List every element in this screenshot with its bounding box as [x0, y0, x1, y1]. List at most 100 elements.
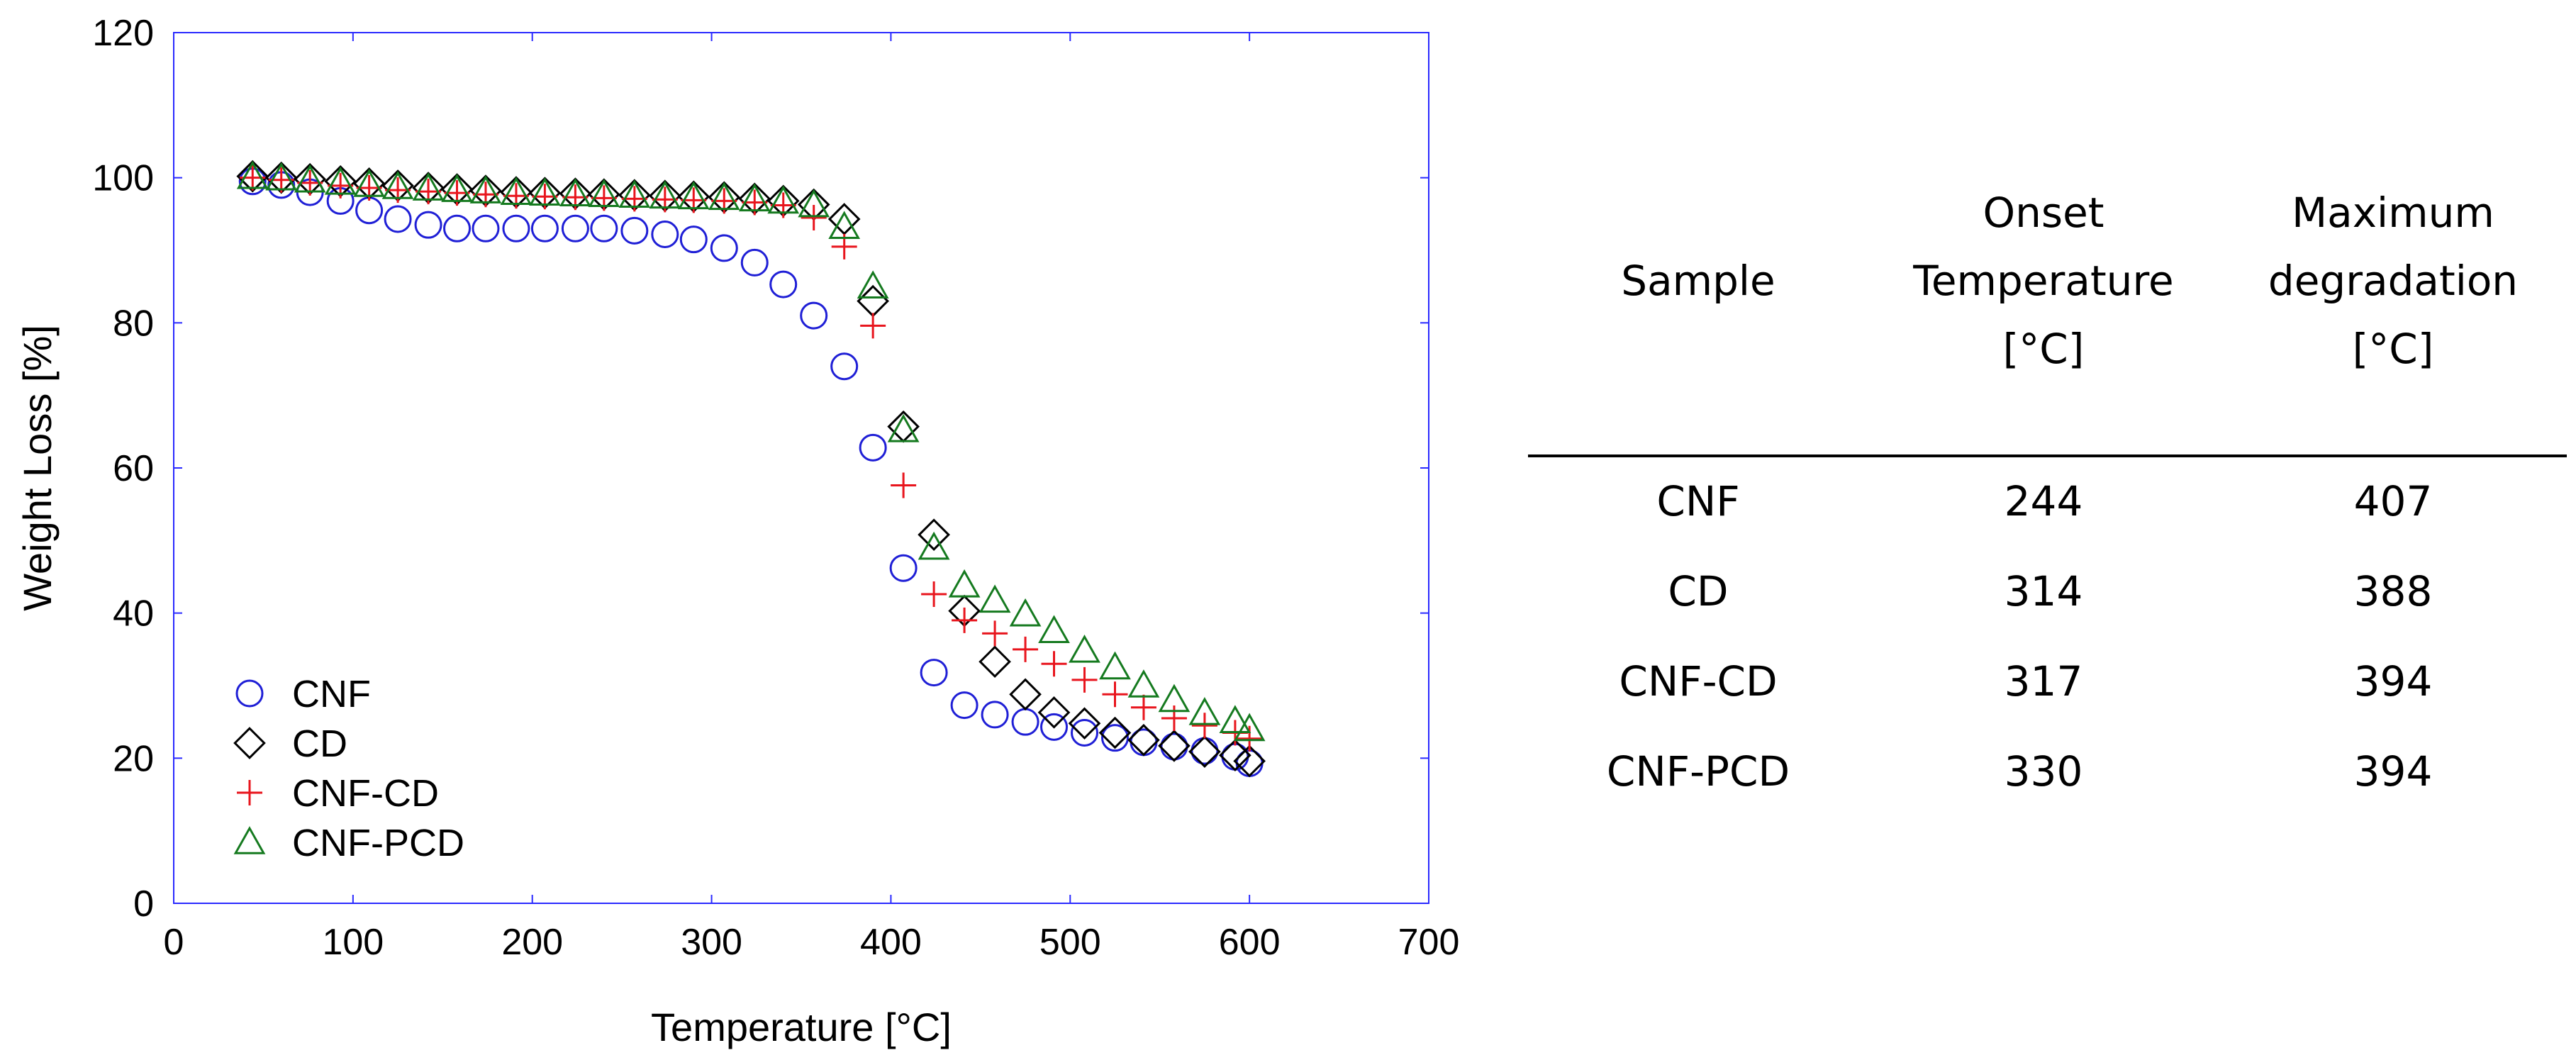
x-tick-label: 600 — [1219, 922, 1281, 963]
x-tick-label: 500 — [1039, 922, 1101, 963]
table-cell: 407 — [2354, 477, 2433, 525]
data-point-cnf — [414, 211, 442, 239]
data-point-cnf — [472, 214, 500, 242]
data-point-cnf — [1191, 737, 1219, 765]
legend: CNF CD CNF-CD CNF-PCD — [233, 673, 464, 864]
data-point-cnf-cd — [921, 581, 947, 608]
table-cell: CNF — [1656, 477, 1739, 525]
data-point-cnf — [889, 554, 918, 582]
data-point-cnf — [443, 214, 472, 242]
data-point-cd — [1233, 744, 1266, 778]
data-point-cnf-pcd — [559, 178, 591, 207]
data-point-cnf-pcd — [1219, 705, 1251, 733]
data-point-cnf — [1040, 713, 1069, 741]
data-point-cnf-pcd — [469, 175, 502, 203]
data-point-cnf — [859, 433, 887, 462]
table-header-cell: Maximum — [2292, 189, 2494, 237]
table-cell: 244 — [2005, 477, 2083, 525]
data-point-cnf-pcd — [708, 182, 740, 211]
data-point-cnf-pcd — [767, 185, 800, 214]
data-point-cnf — [950, 691, 978, 720]
table-header-cell: [°C] — [2003, 325, 2085, 373]
table-cell: 388 — [2354, 567, 2433, 615]
data-point-cd — [236, 160, 269, 193]
series-cnf — [238, 167, 1264, 777]
data-point-cnf-pcd — [1158, 684, 1191, 713]
data-point-cnf-pcd — [1188, 697, 1221, 725]
data-point-cnf-pcd — [236, 160, 269, 189]
data-point-cnf — [355, 196, 384, 225]
data-point-cnf-cd — [1041, 651, 1067, 677]
x-tick-label: 400 — [860, 922, 922, 963]
data-point-cnf — [981, 701, 1009, 729]
data-point-cd — [1127, 723, 1160, 757]
series-cnf-pcd — [236, 160, 1266, 742]
data-point-cnf-pcd — [618, 179, 651, 208]
y-tick-label: 80 — [113, 303, 154, 344]
data-point-cnf-pcd — [1009, 598, 1042, 627]
data-point-cnf-pcd — [677, 181, 710, 210]
y-tick-label: 100 — [92, 158, 154, 199]
table-header-cell: degradation — [2268, 257, 2518, 305]
y-tick-label: 20 — [113, 738, 154, 779]
data-point-cnf-cd — [1013, 636, 1039, 662]
data-point-cnf-cd — [1191, 713, 1217, 739]
data-point-cnf-pcd — [441, 174, 473, 202]
data-point-cnf — [561, 214, 589, 242]
data-point-cnf — [769, 270, 798, 299]
data-point-cnf-pcd — [738, 183, 771, 212]
data-point-cnf — [830, 352, 859, 381]
data-point-cnf — [1071, 719, 1099, 747]
table-cell: CNF-CD — [1619, 657, 1777, 705]
data-point-cnf-cd — [801, 204, 827, 230]
data-point-cnf-pcd — [649, 180, 681, 209]
data-point-cnf-cd — [1161, 705, 1187, 732]
data-point-cnf — [710, 234, 738, 262]
data-point-cnf-cd — [952, 607, 978, 633]
legend-marker-cnf-pcd — [233, 826, 266, 854]
x-tick-label: 0 — [164, 922, 184, 963]
data-point-cnf-pcd — [500, 177, 533, 205]
plot: 0 100 200 300 400 500 600 700 0 20 40 60 80 100 120 Tem… — [15, 13, 1459, 1049]
data-point-cnf-pcd — [1099, 651, 1131, 680]
legend-label-cnf-cd: CNF-CD — [292, 772, 439, 815]
data-point-cnf — [502, 214, 530, 242]
data-point-cnf-pcd — [381, 171, 414, 199]
table-header-cell: Sample — [1621, 257, 1775, 305]
data-point-cnf — [1221, 742, 1249, 771]
data-point-cd — [1158, 730, 1191, 762]
data-point-cnf — [1101, 724, 1129, 752]
data-point-cd — [1098, 716, 1132, 749]
table-cell: 317 — [2005, 657, 2083, 705]
x-axis-label: Temperature [°C] — [651, 1005, 952, 1049]
data-point-cnf — [740, 248, 769, 277]
x-tick-label: 700 — [1398, 922, 1460, 963]
data-point-cnf-pcd — [588, 179, 620, 208]
table-cell: 330 — [2005, 747, 2083, 796]
data-point-cd — [827, 203, 861, 235]
table-header-cell: Temperature — [1912, 257, 2173, 305]
table-header-cell: Onset — [1983, 189, 2104, 237]
data-point-cnf — [1011, 708, 1039, 736]
x-tick-label: 200 — [501, 922, 563, 963]
legend-label-cnf-pcd: CNF-PCD — [292, 822, 464, 864]
data-point-cnf-cd — [860, 313, 886, 339]
data-point-cnf-pcd — [948, 569, 981, 598]
table-cell: 314 — [2005, 567, 2083, 615]
legend-marker-cnf — [235, 679, 264, 708]
y-axis-label: Weight Loss [%] — [15, 325, 60, 611]
y-tick-label: 0 — [133, 883, 154, 925]
data-point-cnf-cd — [1130, 694, 1156, 720]
data-point-cd — [1188, 735, 1221, 768]
data-point-cnf-pcd — [294, 164, 326, 193]
data-point-cnf-pcd — [1127, 669, 1160, 698]
data-point-cnf-pcd — [412, 172, 445, 201]
data-point-cnf — [1160, 732, 1188, 761]
data-point-cnf-pcd — [1038, 615, 1070, 644]
table-cell: 394 — [2354, 747, 2433, 796]
data-point-cnf-pcd — [828, 211, 861, 240]
data-point-cnf — [651, 220, 679, 248]
table-cell: CNF-PCD — [1607, 747, 1790, 796]
table-cell: 394 — [2354, 657, 2433, 705]
data-point-cnf — [800, 301, 828, 330]
